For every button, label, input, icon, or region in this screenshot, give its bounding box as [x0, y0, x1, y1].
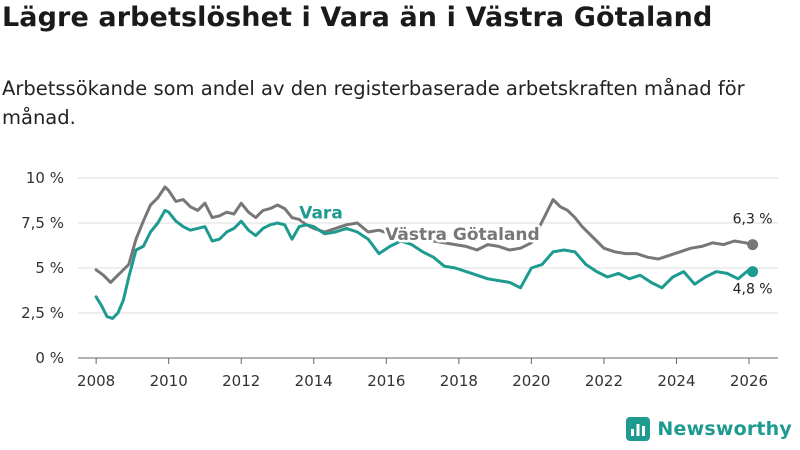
x-tick-label: 2016 [367, 372, 405, 390]
y-tick-label: 7,5 % [21, 214, 64, 232]
x-tick-label: 2024 [657, 372, 695, 390]
series-line-v-stra-g-taland [94, 185, 755, 284]
y-tick-label: 10 % [26, 169, 64, 187]
x-tick-label: 2018 [440, 372, 478, 390]
series-line-vara [94, 208, 755, 320]
series-end-marker [747, 266, 759, 278]
series-end-label: 6,3 % [733, 212, 773, 228]
chart-title: Lägre arbetslöshet i Vara än i Västra Gö… [2, 2, 713, 33]
y-tick-label: 5 % [35, 259, 64, 277]
newsworthy-logo[interactable]: Newsworthy [625, 416, 792, 442]
x-tick-label: 2026 [730, 372, 768, 390]
newsworthy-brand-name: Newsworthy [657, 418, 792, 440]
x-tick-label: 2022 [585, 372, 623, 390]
series-end-marker [747, 239, 759, 251]
newsworthy-logo-icon [626, 417, 651, 441]
series-label: Vara [299, 204, 343, 224]
x-tick-label: 2012 [222, 372, 260, 390]
x-tick-label: 2014 [295, 372, 333, 390]
y-tick-label: 0 % [35, 349, 64, 367]
x-tick-label: 2020 [512, 372, 550, 390]
chart-subtitle: Arbetssökande som andel av den registerb… [2, 77, 745, 129]
series-label: Västra Götaland [385, 225, 540, 245]
x-tick-label: 2010 [150, 372, 188, 390]
y-tick-label: 2,5 % [21, 304, 64, 322]
x-tick-label: 2008 [77, 372, 115, 390]
series-end-label: 4,8 % [733, 282, 773, 298]
